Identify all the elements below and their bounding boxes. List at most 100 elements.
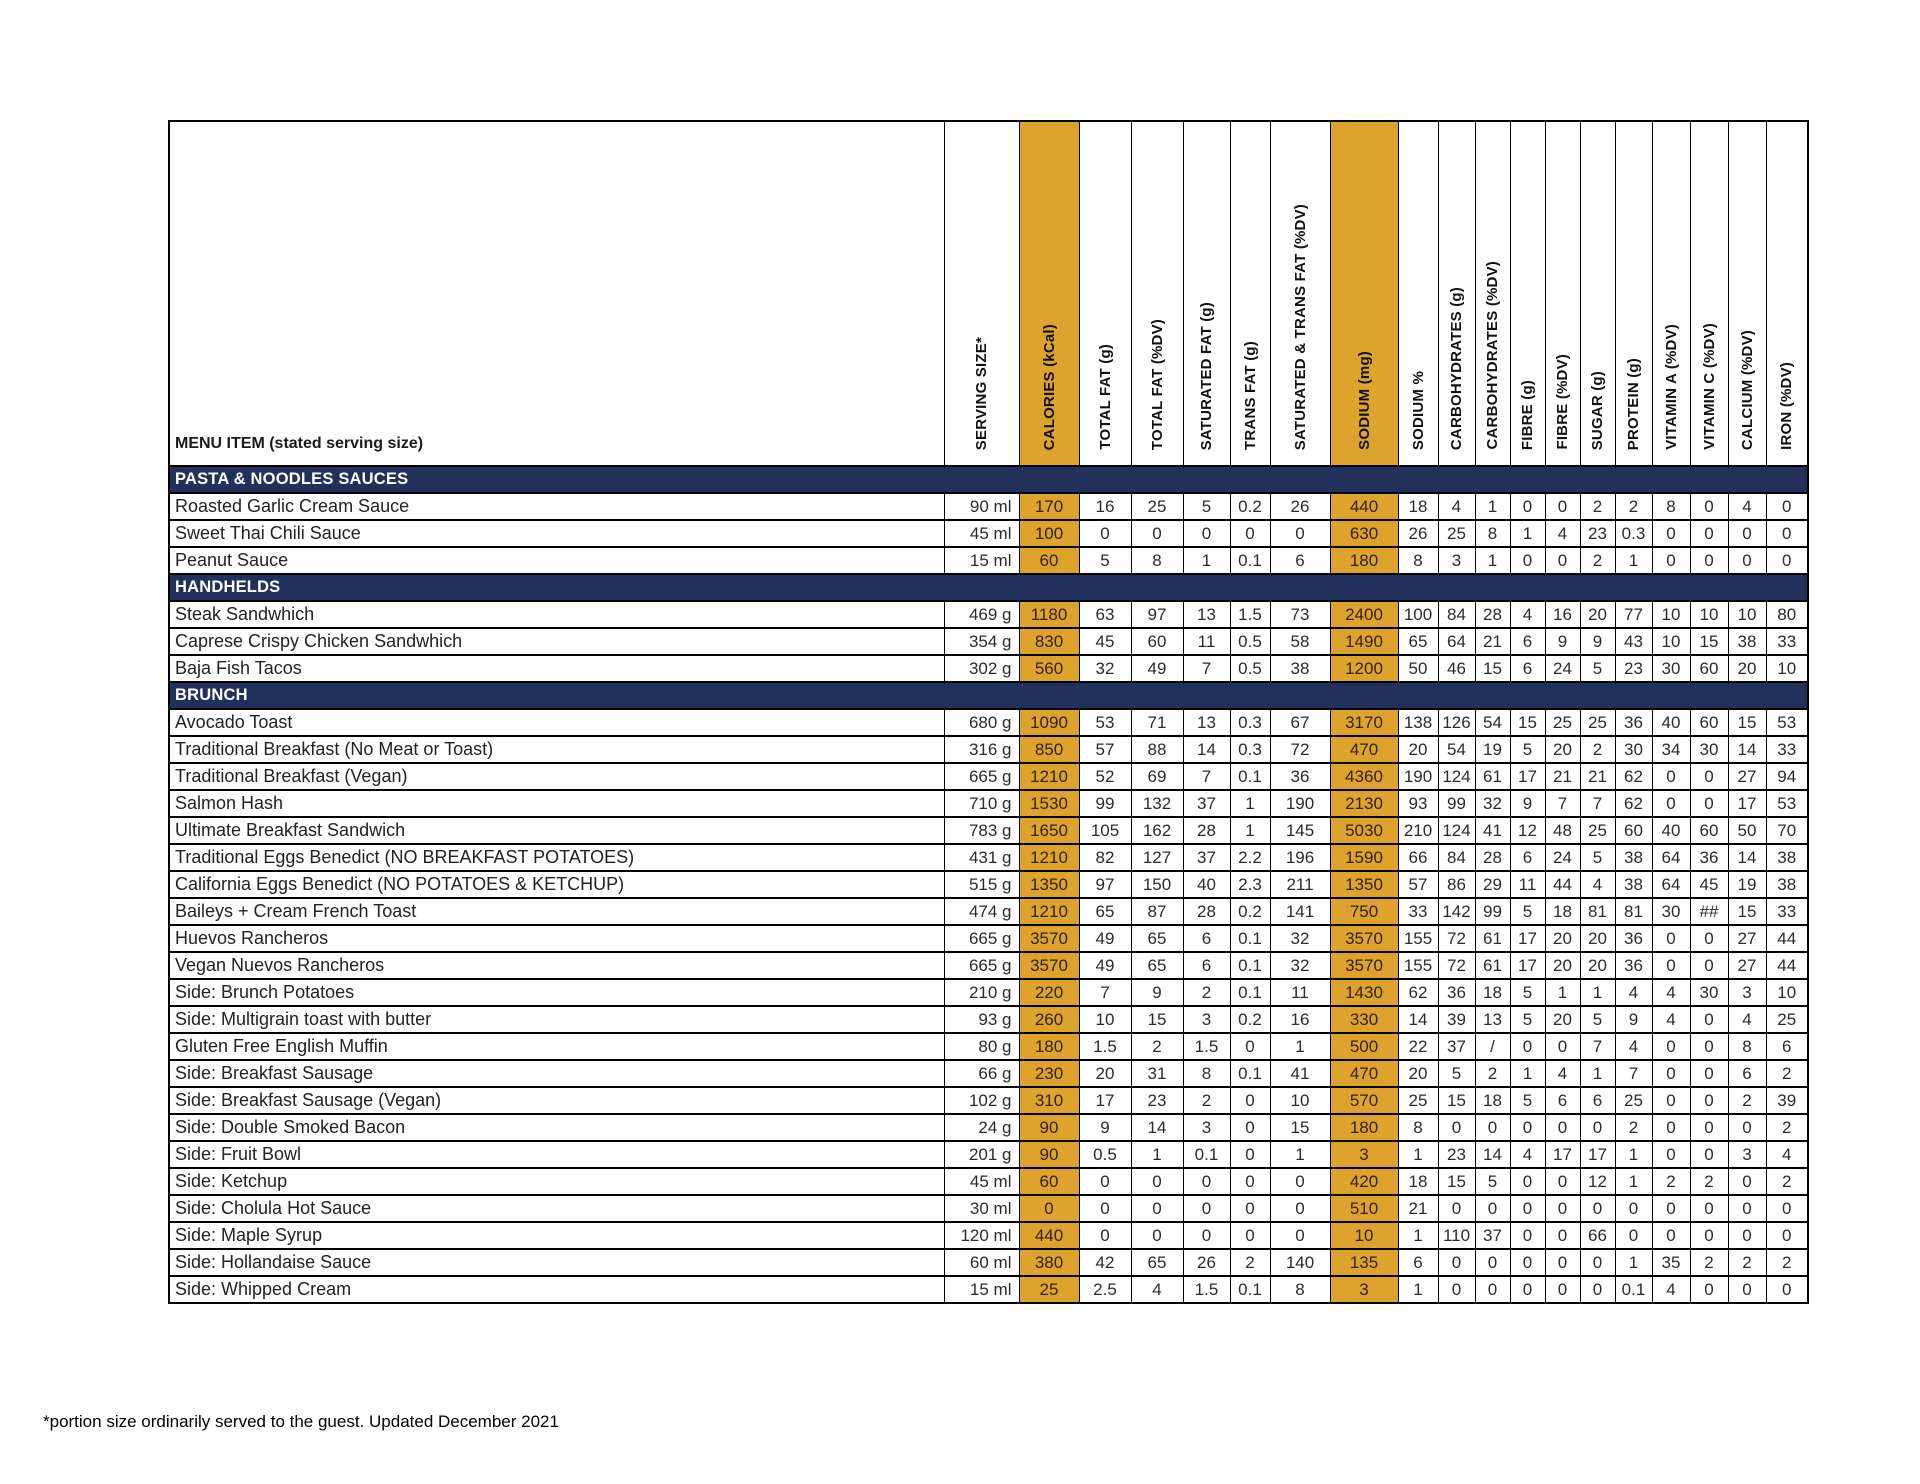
value-fibre-g: 4 [1509, 600, 1546, 629]
value-total-fat-dv: 71 [1130, 708, 1184, 737]
value-saturated-fat-g: 5 [1182, 492, 1231, 521]
value-saturated-fat-g: 3 [1182, 1005, 1231, 1034]
value-fibre-dv: 0 [1544, 1032, 1581, 1061]
value-trans-fat-g: 0.3 [1229, 708, 1271, 737]
value-fibre-g: 0 [1509, 1194, 1546, 1223]
value-total-fat-g: 45 [1078, 627, 1132, 656]
value-saturated-trans-fat-dv: 11 [1269, 978, 1331, 1007]
value-protein-g: 25 [1614, 1086, 1653, 1115]
menu-item-name: Side: Ketchup [168, 1167, 945, 1196]
value-sodium-mg: 750 [1329, 897, 1399, 926]
value-carbohydrates-g: 110 [1437, 1221, 1476, 1250]
value-trans-fat-g: 0.1 [1229, 924, 1271, 953]
value-total-fat-g: 0 [1078, 1167, 1132, 1196]
menu-item-row: Traditional Breakfast (No Meat or Toast)… [168, 735, 1809, 764]
value-sodium: 22 [1397, 1032, 1439, 1061]
value-total-fat-g: 49 [1078, 951, 1132, 980]
value-saturated-trans-fat-dv: 38 [1269, 654, 1331, 683]
value-carbohydrates-dv: 61 [1474, 924, 1511, 953]
value-vitamin-a-dv: 10 [1651, 627, 1691, 656]
value-total-fat-dv: 0 [1130, 1194, 1184, 1223]
value-calories-kcal: 1530 [1018, 789, 1080, 818]
value-sodium-mg: 630 [1329, 519, 1399, 548]
column-header-label: TOTAL FAT (g) [1096, 344, 1114, 450]
value-saturated-fat-g: 13 [1182, 708, 1231, 737]
value-saturated-trans-fat-dv: 0 [1269, 1167, 1331, 1196]
value-vitamin-a-dv: 64 [1651, 870, 1691, 899]
value-sodium-mg: 1490 [1329, 627, 1399, 656]
value-sugar-g: 25 [1579, 816, 1616, 845]
section-row-handhelds: HANDHELDS [168, 573, 1809, 602]
value-fibre-g: 0 [1509, 546, 1546, 575]
value-total-fat-dv: 31 [1130, 1059, 1184, 1088]
value-sodium-mg: 2400 [1329, 600, 1399, 629]
value-carbohydrates-dv: 99 [1474, 897, 1511, 926]
value-fibre-dv: 17 [1544, 1140, 1581, 1169]
value-total-fat-g: 0 [1078, 1221, 1132, 1250]
column-header-trans-fat-g: TRANS FAT (g) [1229, 120, 1271, 467]
menu-item-row: Side: Maple Syrup 120 ml 440 0 0 0 0 0 10 1 110 37 0… [168, 1221, 1809, 1250]
value-calcium-dv: 27 [1727, 762, 1767, 791]
value-calcium-dv: 0 [1727, 1113, 1767, 1142]
value-vitamin-c-dv: 36 [1689, 843, 1729, 872]
value-total-fat-dv: 150 [1130, 870, 1184, 899]
value-serving-size: 680 g [943, 708, 1020, 737]
value-trans-fat-g: 1.5 [1229, 600, 1271, 629]
value-fibre-dv: 44 [1544, 870, 1581, 899]
value-carbohydrates-dv: 32 [1474, 789, 1511, 818]
value-iron-dv: 94 [1765, 762, 1809, 791]
value-calories-kcal: 1650 [1018, 816, 1080, 845]
value-carbohydrates-g: 64 [1437, 627, 1476, 656]
value-total-fat-dv: 88 [1130, 735, 1184, 764]
value-carbohydrates-dv: 29 [1474, 870, 1511, 899]
value-carbohydrates-dv: 15 [1474, 654, 1511, 683]
value-sodium: 57 [1397, 870, 1439, 899]
value-carbohydrates-dv: 18 [1474, 1086, 1511, 1115]
value-saturated-trans-fat-dv: 15 [1269, 1113, 1331, 1142]
value-calories-kcal: 3570 [1018, 924, 1080, 953]
value-trans-fat-g: 0.2 [1229, 897, 1271, 926]
value-serving-size: 15 ml [943, 1275, 1020, 1304]
value-carbohydrates-g: 37 [1437, 1032, 1476, 1061]
column-header-calcium-dv: CALCIUM (%DV) [1727, 120, 1767, 467]
value-calories-kcal: 1210 [1018, 843, 1080, 872]
value-fibre-g: 17 [1509, 924, 1546, 953]
value-sodium-mg: 1200 [1329, 654, 1399, 683]
value-carbohydrates-dv: 0 [1474, 1194, 1511, 1223]
value-total-fat-dv: 60 [1130, 627, 1184, 656]
value-sugar-g: 23 [1579, 519, 1616, 548]
value-calcium-dv: 50 [1727, 816, 1767, 845]
table-body: PASTA & NOODLES SAUCES Roasted Garlic Cre… [168, 465, 1809, 1304]
value-iron-dv: 53 [1765, 789, 1809, 818]
value-protein-g: 30 [1614, 735, 1653, 764]
value-vitamin-a-dv: 0 [1651, 1113, 1691, 1142]
value-calcium-dv: 15 [1727, 897, 1767, 926]
value-sodium-mg: 1350 [1329, 870, 1399, 899]
value-fibre-g: 1 [1509, 1059, 1546, 1088]
value-vitamin-a-dv: 0 [1651, 1032, 1691, 1061]
value-vitamin-c-dv: 2 [1689, 1248, 1729, 1277]
value-carbohydrates-dv: 37 [1474, 1221, 1511, 1250]
value-iron-dv: 0 [1765, 1221, 1809, 1250]
value-iron-dv: 25 [1765, 1005, 1809, 1034]
menu-item-row: Caprese Crispy Chicken Sandwhich 354 g 830… [168, 627, 1809, 656]
value-vitamin-c-dv: 0 [1689, 1032, 1729, 1061]
menu-item-name: Caprese Crispy Chicken Sandwhich [168, 627, 945, 656]
value-vitamin-a-dv: 40 [1651, 708, 1691, 737]
value-carbohydrates-dv: 0 [1474, 1113, 1511, 1142]
value-saturated-fat-g: 37 [1182, 789, 1231, 818]
value-trans-fat-g: 0.1 [1229, 1059, 1271, 1088]
value-vitamin-a-dv: 34 [1651, 735, 1691, 764]
menu-item-row: Traditional Eggs Benedict (NO BREAKFAST … [168, 843, 1809, 872]
value-serving-size: 665 g [943, 951, 1020, 980]
value-sodium-mg: 3570 [1329, 951, 1399, 980]
value-sugar-g: 5 [1579, 1005, 1616, 1034]
value-saturated-trans-fat-dv: 32 [1269, 924, 1331, 953]
value-saturated-trans-fat-dv: 73 [1269, 600, 1331, 629]
column-header-total-fat-dv: TOTAL FAT (%DV) [1130, 120, 1184, 467]
value-total-fat-dv: 9 [1130, 978, 1184, 1007]
value-saturated-fat-g: 1.5 [1182, 1275, 1231, 1304]
menu-item-name: Vegan Nuevos Rancheros [168, 951, 945, 980]
value-serving-size: 665 g [943, 762, 1020, 791]
value-saturated-fat-g: 0 [1182, 1167, 1231, 1196]
